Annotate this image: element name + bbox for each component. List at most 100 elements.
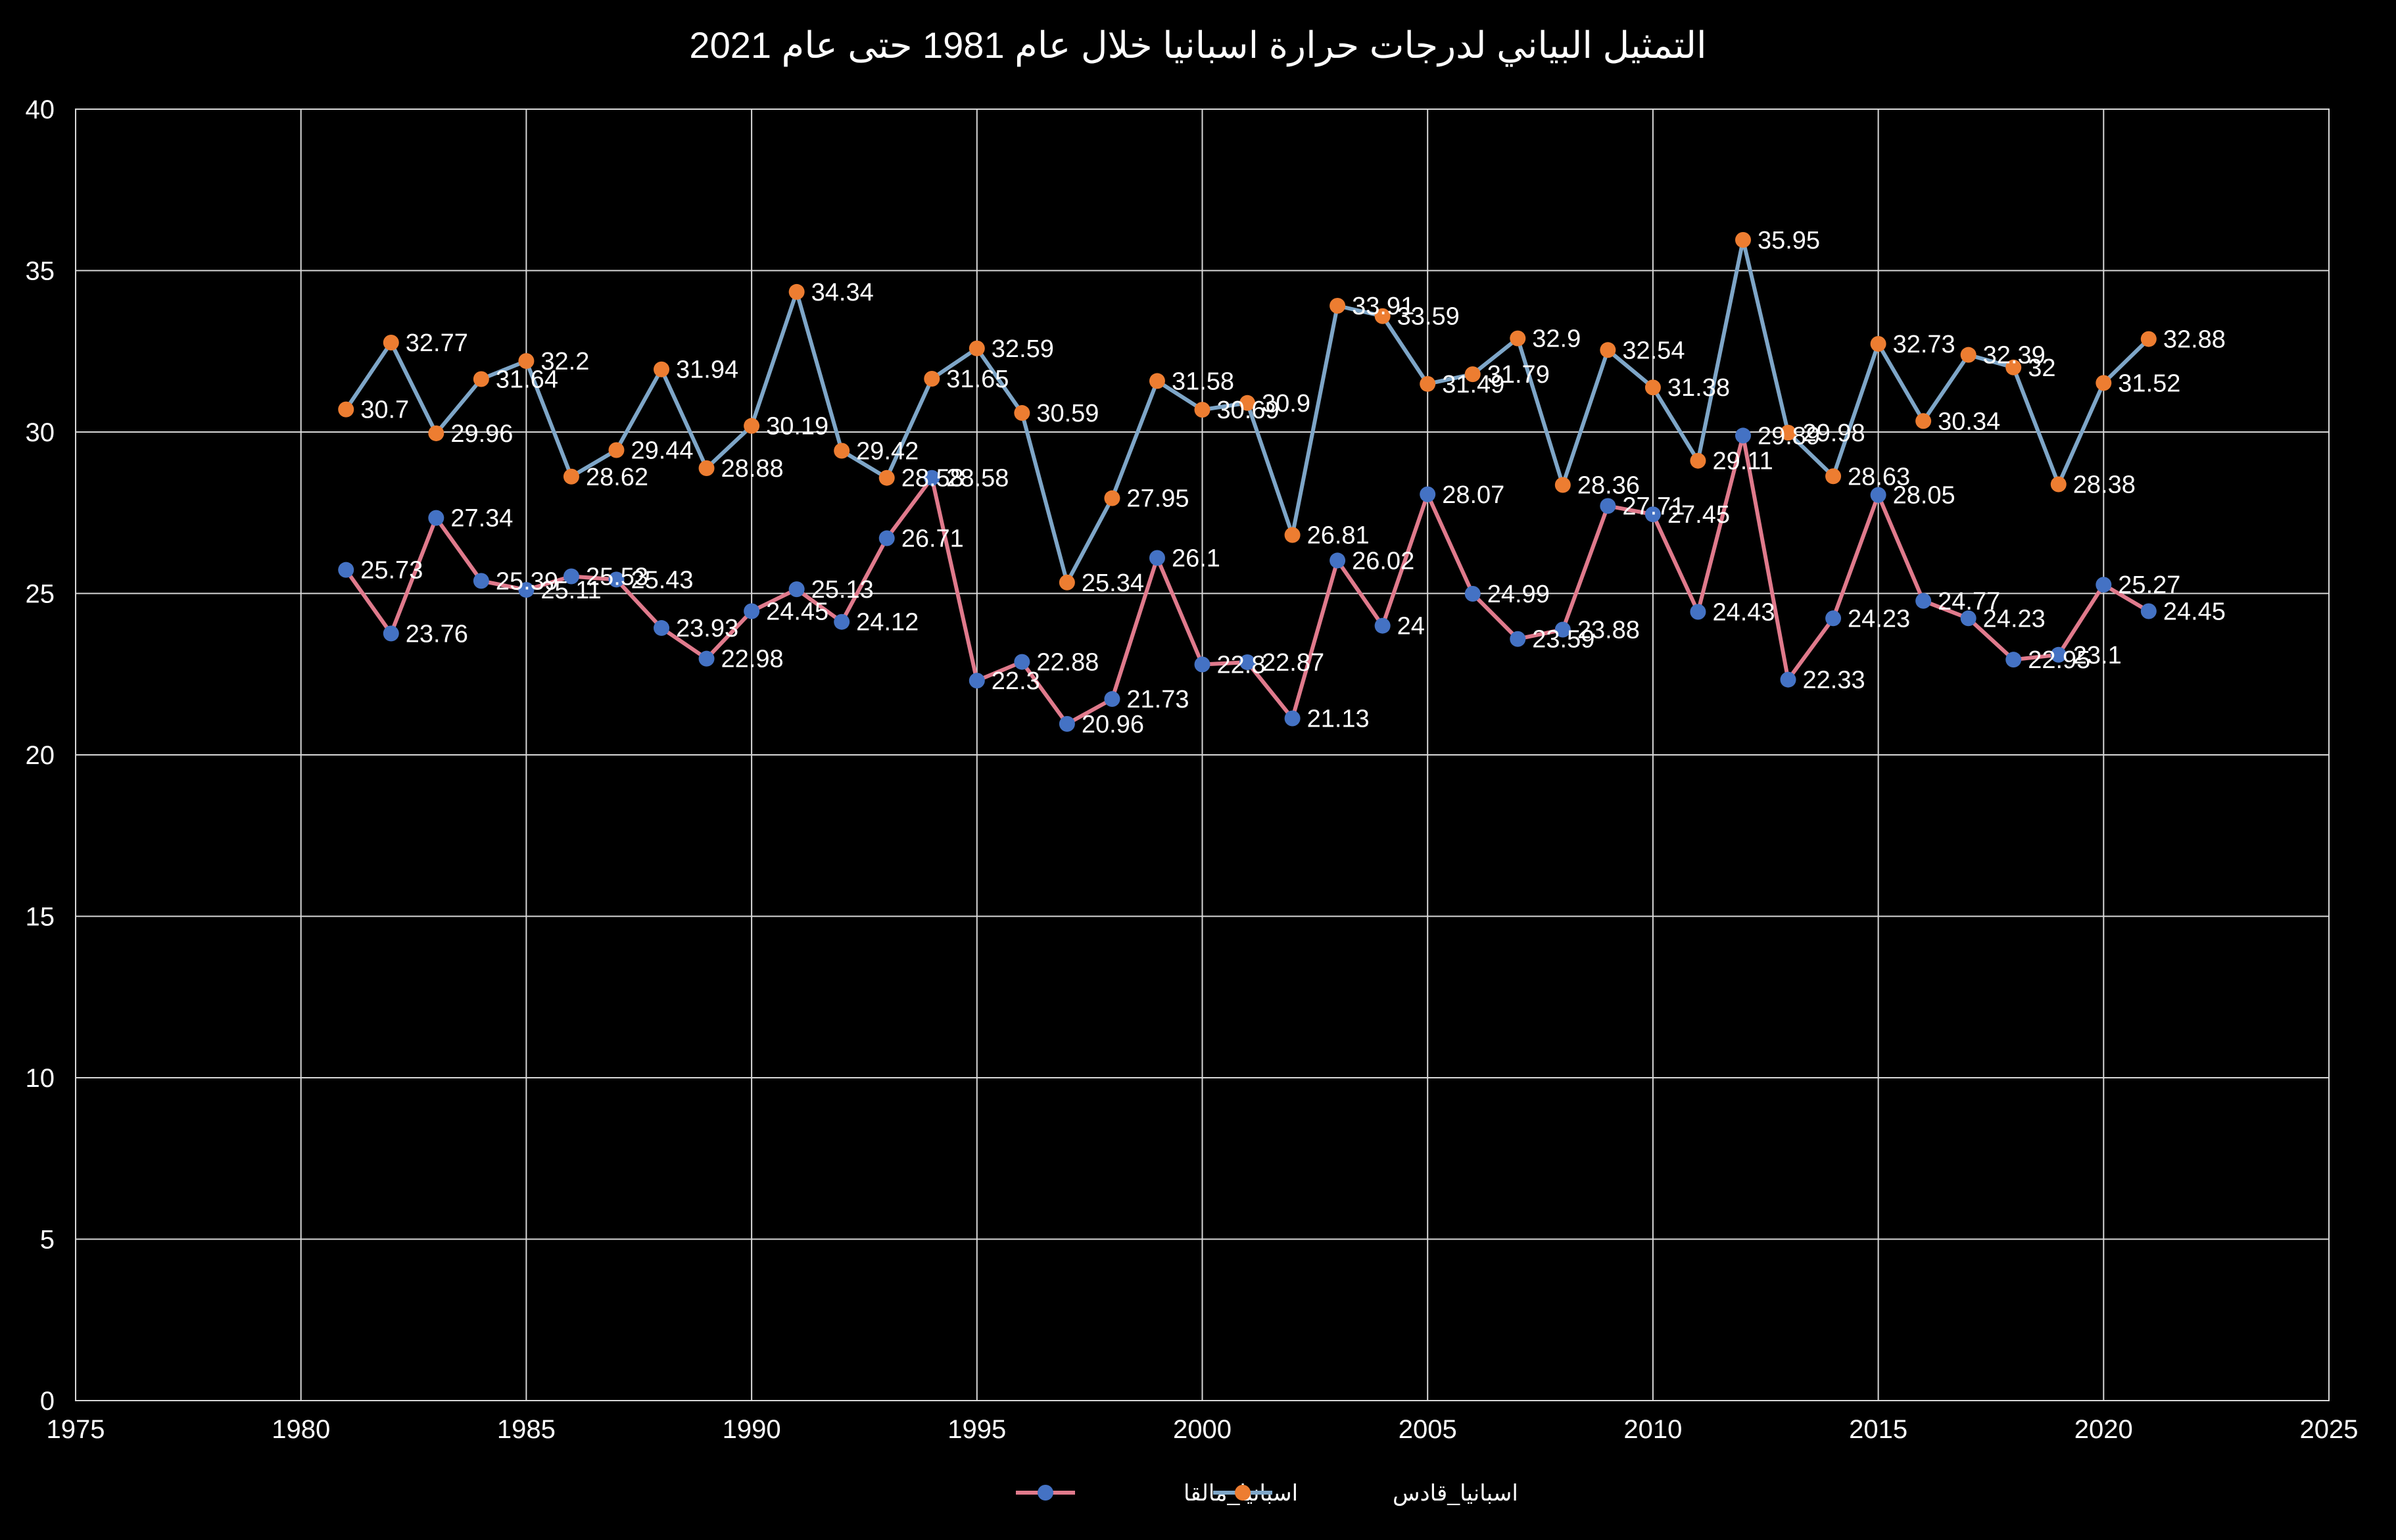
data-label: 24.99: [1487, 581, 1550, 608]
data-point: [698, 460, 715, 476]
data-label: 28.58: [946, 465, 1009, 493]
series-1: [338, 427, 2157, 732]
data-point: [2140, 603, 2157, 619]
data-point: [1239, 654, 1256, 671]
data-point: [473, 371, 489, 387]
data-point: [2050, 476, 2067, 493]
data-label: 30.59: [1036, 400, 1099, 427]
legend: اسبانيا_مالقااسبانيا_قادس: [1016, 1481, 1518, 1506]
data-point: [518, 582, 535, 598]
data-label: 23.88: [1577, 616, 1640, 644]
x-tick-label: 1980: [272, 1415, 330, 1444]
data-label: 25.73: [360, 557, 423, 585]
data-label: 32.77: [406, 329, 468, 357]
data-label: 22.33: [1803, 667, 1865, 694]
data-point: [338, 562, 354, 578]
data-point: [654, 620, 670, 637]
data-label: 23.1: [2073, 642, 2122, 669]
y-tick-label: 15: [26, 903, 55, 932]
data-point: [1960, 347, 1977, 363]
legend-swatch-marker: [1038, 1485, 1053, 1501]
data-label: 29.96: [450, 420, 513, 448]
data-label: 23.59: [1532, 626, 1594, 654]
legend-swatch-marker: [1235, 1485, 1251, 1501]
data-point: [2005, 652, 2022, 668]
data-point: [518, 352, 535, 369]
y-tick-label: 30: [26, 418, 55, 447]
data-point: [788, 581, 805, 598]
data-point: [924, 469, 940, 486]
data-point: [1420, 375, 1436, 392]
series-layer: [338, 231, 2157, 732]
data-label: 28.36: [1577, 472, 1640, 500]
data-label: 27.45: [1667, 501, 1730, 529]
data-label: 25.11: [540, 577, 601, 604]
data-point: [1149, 550, 1165, 566]
data-point: [1554, 477, 1571, 493]
data-label: 24.43: [1712, 598, 1775, 626]
data-label: 25.27: [2118, 571, 2180, 599]
data-label: 31.49: [1442, 371, 1504, 398]
data-point: [1104, 490, 1120, 506]
data-label: 28.38: [2073, 471, 2136, 499]
data-label: 29.42: [856, 437, 919, 465]
data-label: 21.13: [1307, 706, 1370, 733]
data-point: [1600, 342, 1616, 358]
data-label: 24: [1397, 613, 1425, 640]
data-label: 32.59: [992, 335, 1054, 363]
data-label: 30.7: [360, 397, 409, 424]
data-point: [428, 425, 444, 441]
data-point: [428, 510, 444, 526]
x-tick-label: 2005: [1399, 1415, 1457, 1444]
data-point: [2096, 577, 2112, 593]
data-label: 32.39: [1983, 342, 2046, 370]
data-point: [2005, 359, 2022, 375]
data-point: [1284, 527, 1301, 543]
data-point: [1330, 552, 1346, 569]
data-point: [1059, 715, 1075, 732]
data-label: 27.95: [1126, 485, 1189, 513]
data-point: [383, 625, 399, 642]
x-tick-label: 2020: [2074, 1415, 2133, 1444]
data-point: [1644, 506, 1661, 523]
data-label: 22.87: [1262, 649, 1324, 677]
data-label: 26.71: [901, 525, 964, 553]
chart-title: التمثيل البياني لدرجات حرارة اسبانيا خلا…: [689, 24, 1706, 67]
data-label: 30.9: [1262, 390, 1310, 418]
data-label: 24.77: [1938, 588, 2000, 615]
data-point: [1510, 631, 1526, 647]
data-label: 31.52: [2118, 370, 2180, 397]
data-label: 32.2: [540, 348, 589, 375]
data-label: 28.63: [1848, 463, 1910, 491]
data-label: 29.98: [1803, 420, 1865, 447]
y-tick-label: 40: [26, 95, 55, 124]
x-tick-label: 2015: [1849, 1415, 1907, 1444]
data-point: [654, 361, 670, 377]
y-tick-label: 5: [40, 1226, 55, 1255]
data-point: [1780, 671, 1796, 688]
y-tick-label: 25: [26, 580, 55, 609]
data-point: [834, 443, 850, 459]
data-point: [1825, 468, 1842, 485]
data-point: [338, 401, 354, 418]
data-label: 30.19: [766, 413, 828, 441]
data-point: [1600, 498, 1616, 514]
data-label: 27.34: [450, 505, 513, 533]
data-point: [788, 283, 805, 300]
data-label: 33.59: [1397, 303, 1460, 331]
data-point: [2096, 375, 2112, 391]
data-point: [1960, 610, 1977, 627]
data-label: 23.76: [406, 620, 468, 648]
data-label: 25.34: [1082, 569, 1144, 597]
data-label: 30.69: [1217, 397, 1280, 424]
data-label: 29.11: [1712, 448, 1773, 475]
data-point: [383, 334, 399, 350]
data-point: [2050, 646, 2067, 663]
data-label: 25.39: [496, 567, 558, 595]
data-label: 24.23: [1983, 605, 2046, 633]
data-label: 24.45: [2163, 598, 2226, 626]
data-point: [1059, 574, 1075, 590]
data-point: [1104, 691, 1120, 708]
data-point: [878, 469, 895, 486]
